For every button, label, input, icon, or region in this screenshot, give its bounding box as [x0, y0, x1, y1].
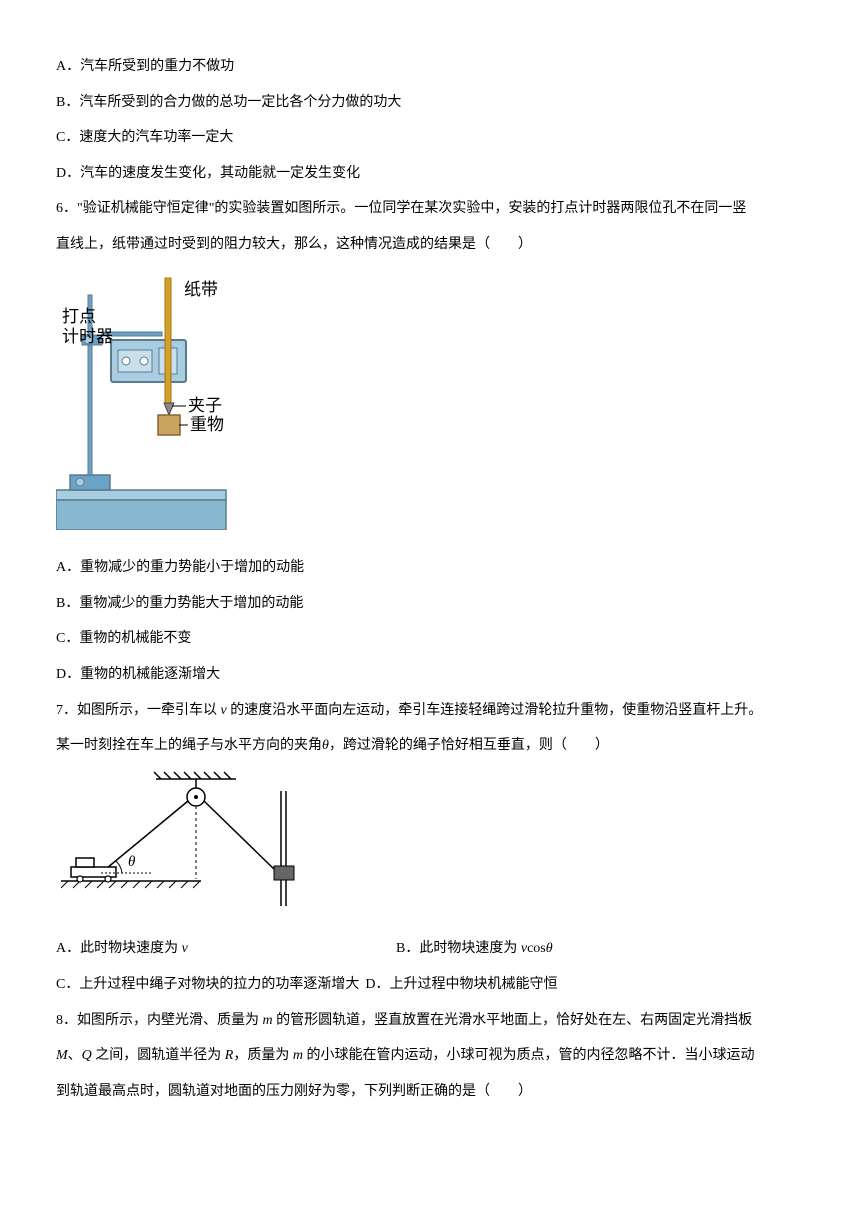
- q-pre-option-a: A．汽车所受到的重力不做功: [56, 50, 804, 84]
- q6-option-c: C．重物的机械能不变: [56, 622, 804, 656]
- q7-options-cd: C．上升过程中绳子对物块的拉力的功率逐渐增大 D．上升过程中物块机械能守恒: [56, 968, 804, 1002]
- q6-stem-line2: 直线上，纸带通过时受到的阻力较大，那么，这种情况造成的结果是（ ）: [56, 228, 804, 262]
- q6-option-a: A．重物减少的重力势能小于增加的动能: [56, 551, 804, 585]
- q6-label-clip: 夹子: [188, 396, 222, 415]
- q8-stem-line1: 8．如图所示，内壁光滑、质量为 m 的管形圆轨道，竖直放置在光滑水平地面上，恰好…: [56, 1004, 804, 1038]
- q7-theta-label: θ: [128, 854, 136, 870]
- q8-stem-line3: 到轨道最高点时，圆轨道对地面的压力刚好为零，下列判断正确的是（ ）: [56, 1075, 804, 1109]
- q7-diagram: θ: [56, 771, 804, 925]
- q6-label-weight: 重物: [190, 415, 224, 434]
- q6-stem-line1: 6．"验证机械能守恒定律"的实验装置如图所示。一位同学在某次实验中，安装的打点计…: [56, 192, 804, 226]
- q-pre-option-c: C．速度大的汽车功率一定大: [56, 121, 804, 155]
- q7-options-ab: A．此时物块速度为 v B．此时物块速度为 vcosθ: [56, 932, 804, 966]
- q7-stem-line2: 某一时刻拴在车上的绳子与水平方向的夹角θ，跨过滑轮的绳子恰好相互垂直，则（ ）: [56, 729, 804, 763]
- q8-stem-line2: M、Q 之间，圆轨道半径为 R，质量为 m 的小球能在管内运动，小球可视为质点，…: [56, 1039, 804, 1073]
- q6-diagram: 纸带 打点 计时器 夹子 重物: [56, 270, 804, 544]
- q6-label-tape: 纸带: [184, 280, 218, 299]
- q-pre-option-b: B．汽车所受到的合力做的总功一定比各个分力做的功大: [56, 86, 804, 120]
- q6-label-timer2: 计时器: [62, 327, 113, 346]
- q-pre-option-d: D．汽车的速度发生变化，其动能就一定发生变化: [56, 157, 804, 191]
- q6-option-b: B．重物减少的重力势能大于增加的动能: [56, 587, 804, 621]
- q6-option-d: D．重物的机械能逐渐增大: [56, 658, 804, 692]
- q6-label-timer1: 打点: [62, 307, 96, 326]
- q7-stem-line1: 7．如图所示，一牵引车以 v 的速度沿水平面向左运动，牵引车连接轻绳跨过滑轮拉升…: [56, 694, 804, 728]
